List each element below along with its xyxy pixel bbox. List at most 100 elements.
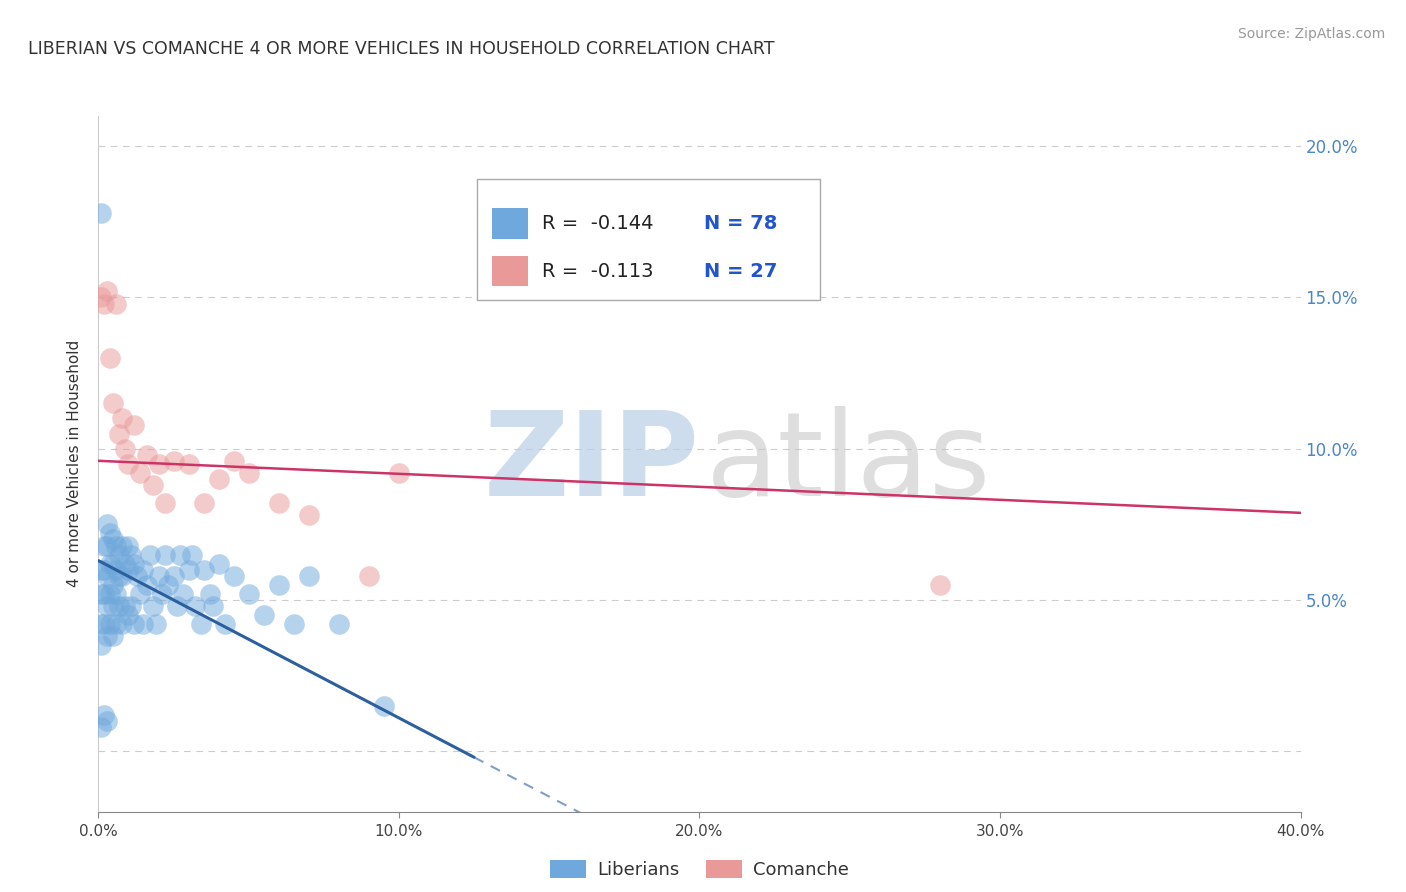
Text: Source: ZipAtlas.com: Source: ZipAtlas.com xyxy=(1237,27,1385,41)
Point xyxy=(114,599,136,613)
Point xyxy=(90,638,112,652)
Point xyxy=(105,296,128,310)
Point xyxy=(298,568,321,582)
Point xyxy=(108,568,131,582)
Point xyxy=(105,617,128,632)
Point xyxy=(114,557,136,571)
Point xyxy=(193,496,215,510)
Point xyxy=(193,563,215,577)
Point xyxy=(108,548,131,562)
Point xyxy=(129,466,152,480)
Text: LIBERIAN VS COMANCHE 4 OR MORE VEHICLES IN HOUSEHOLD CORRELATION CHART: LIBERIAN VS COMANCHE 4 OR MORE VEHICLES … xyxy=(28,40,775,58)
Legend: Liberians, Comanche: Liberians, Comanche xyxy=(543,853,856,886)
Point xyxy=(150,587,173,601)
Point xyxy=(183,599,205,613)
Point xyxy=(103,578,125,592)
Point xyxy=(135,448,157,462)
Text: N = 78: N = 78 xyxy=(704,214,778,234)
Point xyxy=(222,568,245,582)
Point xyxy=(328,617,350,632)
Point xyxy=(190,617,212,632)
Point xyxy=(100,617,122,632)
Point xyxy=(253,608,276,623)
Text: N = 27: N = 27 xyxy=(704,261,778,281)
Point xyxy=(124,617,146,632)
Point xyxy=(90,617,112,632)
Point xyxy=(162,454,184,468)
Point xyxy=(138,548,160,562)
Text: R =  -0.113: R = -0.113 xyxy=(541,261,654,281)
Point xyxy=(100,351,122,365)
Point xyxy=(238,587,260,601)
Point xyxy=(100,587,122,601)
Point xyxy=(141,599,163,613)
Point xyxy=(100,557,122,571)
Point xyxy=(135,578,157,592)
Point xyxy=(132,563,155,577)
Text: ZIP: ZIP xyxy=(484,407,700,521)
Text: R =  -0.144: R = -0.144 xyxy=(541,214,654,234)
Point xyxy=(267,578,290,592)
Point xyxy=(298,508,321,523)
Point xyxy=(145,617,167,632)
Point xyxy=(127,568,149,582)
Point xyxy=(222,454,245,468)
Point xyxy=(96,517,118,532)
Point xyxy=(169,548,191,562)
Point xyxy=(153,548,176,562)
Point xyxy=(117,563,139,577)
Point xyxy=(114,442,136,456)
Point xyxy=(129,587,152,601)
Point xyxy=(208,472,231,486)
Point xyxy=(93,296,115,310)
Point xyxy=(103,396,125,410)
Point xyxy=(208,557,231,571)
Point xyxy=(177,563,200,577)
Point xyxy=(96,629,118,643)
Text: atlas: atlas xyxy=(706,407,991,521)
Point xyxy=(103,557,125,571)
Point xyxy=(90,206,112,220)
Point xyxy=(117,539,139,553)
Point xyxy=(103,599,125,613)
Point xyxy=(124,557,146,571)
Point xyxy=(929,578,952,592)
Point xyxy=(90,720,112,734)
Point xyxy=(96,285,118,299)
Point xyxy=(172,587,194,601)
Point xyxy=(373,698,395,713)
Point xyxy=(100,526,122,541)
Point xyxy=(121,548,143,562)
Point xyxy=(198,587,221,601)
Point xyxy=(201,599,224,613)
Point xyxy=(93,617,115,632)
Point xyxy=(96,714,118,728)
Point xyxy=(162,568,184,582)
FancyBboxPatch shape xyxy=(477,178,820,301)
Point xyxy=(93,587,115,601)
Point xyxy=(108,599,131,613)
Point xyxy=(93,563,115,577)
Point xyxy=(105,587,128,601)
Point xyxy=(93,707,115,722)
FancyBboxPatch shape xyxy=(492,256,527,286)
Point xyxy=(96,568,118,582)
Point xyxy=(388,466,411,480)
Point xyxy=(214,617,236,632)
Point xyxy=(103,533,125,547)
Point xyxy=(166,599,188,613)
Point xyxy=(93,539,115,553)
Point xyxy=(132,617,155,632)
Point xyxy=(108,426,131,441)
Point xyxy=(267,496,290,510)
Point xyxy=(111,539,134,553)
Point xyxy=(153,496,176,510)
Point xyxy=(357,568,380,582)
Point xyxy=(180,548,202,562)
Point xyxy=(148,568,170,582)
Point xyxy=(238,466,260,480)
Point xyxy=(96,539,118,553)
Point xyxy=(111,411,134,425)
Point xyxy=(121,599,143,613)
Point xyxy=(141,478,163,492)
